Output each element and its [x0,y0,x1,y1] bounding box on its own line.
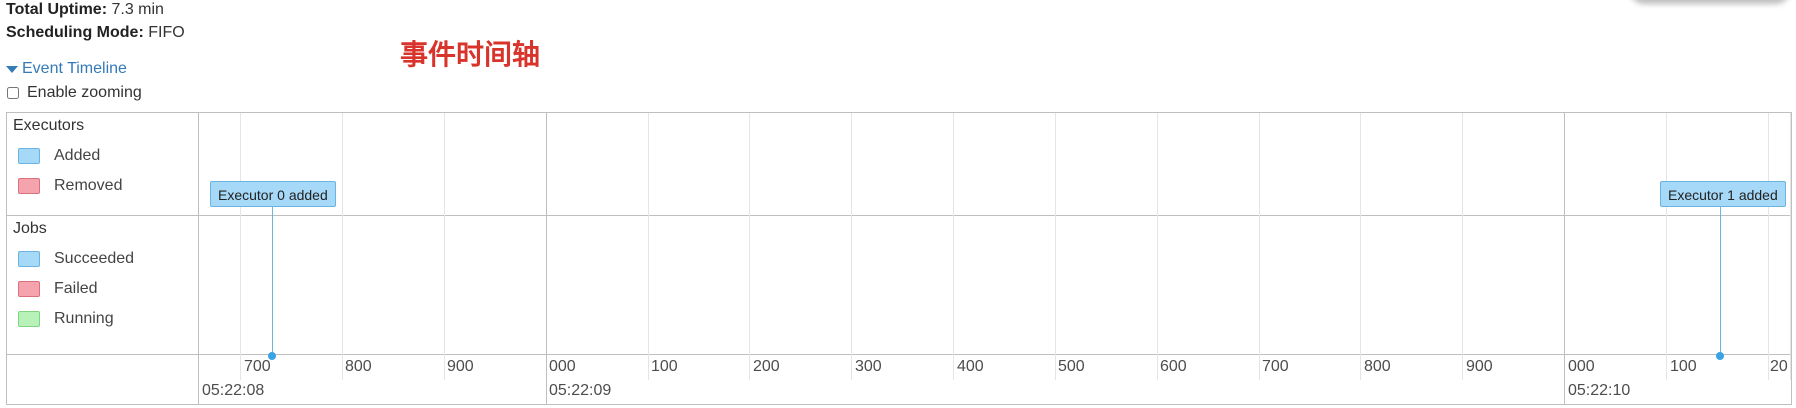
enable-zooming-row: Enable zooming [6,82,142,104]
minor-tick-label: 000 [1568,358,1595,375]
event-stem [272,207,273,356]
event-executor-1-added[interactable]: Executor 1 added [1660,181,1786,207]
minor-grid-line [1055,113,1056,380]
minor-grid-line [648,113,649,380]
scheduling-mode: Scheduling Mode: FIFO [6,23,185,43]
minor-tick-label: 300 [855,358,882,375]
enable-zooming-label: Enable zooming [27,84,142,101]
scheduling-value: FIFO [148,24,185,41]
legend-succeeded-label: Succeeded [54,250,135,267]
minor-tick-label: 100 [1670,358,1697,375]
scheduling-label: Scheduling Mode: [6,24,144,41]
legend-running-label: Running [54,310,114,327]
minor-grid-line [1259,113,1260,380]
minor-tick-label: 100 [651,358,678,375]
minor-grid-line [953,113,954,380]
minor-grid-line [1666,113,1667,380]
corner-shadow [1630,0,1790,4]
minor-tick-label: 800 [1364,358,1391,375]
event-stem [1720,207,1721,356]
group-divider [6,215,1792,216]
minor-tick-label: 700 [1262,358,1289,375]
major-grid-line [1564,113,1565,404]
uptime-value: 7.3 min [111,1,164,18]
minor-grid-line [1790,113,1791,380]
executors-group-title: Executors [13,117,85,134]
minor-grid-line [444,113,445,380]
annotation-label: 事件时间轴 [400,39,541,70]
legend-added-label: Added [54,147,101,164]
minor-tick-label: 700 [244,358,271,375]
event-marker [1716,352,1724,360]
jobs-group-title: Jobs [13,220,47,237]
minor-tick-label: 600 [1160,358,1187,375]
minor-grid-line [851,113,852,380]
minor-tick-label: 20 [1770,358,1788,375]
minor-grid-line [240,113,241,380]
minor-tick-label: 400 [957,358,984,375]
event-timeline-toggle[interactable]: Event Timeline [6,58,127,80]
legend-removed-label: Removed [54,177,123,194]
minor-tick-label: 900 [1466,358,1493,375]
minor-tick-label: 000 [549,358,576,375]
major-tick-label: 05:22:09 [549,382,612,399]
succeeded-swatch [18,251,40,267]
minor-grid-line [342,113,343,380]
label-column-divider [198,112,199,405]
added-swatch [18,148,40,164]
legend-failed-label: Failed [54,280,98,297]
removed-swatch [18,178,40,194]
timeline-container[interactable] [6,112,1792,405]
legend-added: Added [18,146,100,166]
uptime-label: Total Uptime: [6,1,108,18]
minor-grid-line [749,113,750,380]
major-tick-label: 05:22:08 [202,382,265,399]
running-swatch [18,311,40,327]
legend-failed: Failed [18,279,98,299]
minor-tick-label: 800 [345,358,372,375]
failed-swatch [18,281,40,297]
major-tick-label: 05:22:10 [1568,382,1631,399]
caret-down-icon [6,65,18,73]
legend-succeeded: Succeeded [18,249,134,269]
enable-zooming-checkbox[interactable] [7,87,19,99]
total-uptime: Total Uptime: 7.3 min [6,0,164,20]
minor-tick-label: 500 [1058,358,1085,375]
major-grid-line [546,113,547,404]
minor-grid-line [1768,113,1769,380]
event-executor-0-added[interactable]: Executor 0 added [210,181,336,207]
event-timeline-label: Event Timeline [22,60,127,77]
minor-grid-line [1462,113,1463,380]
minor-grid-line [1157,113,1158,380]
minor-tick-label: 200 [753,358,780,375]
legend-running: Running [18,309,114,329]
minor-tick-label: 900 [447,358,474,375]
event-marker [268,352,276,360]
minor-grid-line [1360,113,1361,380]
legend-removed: Removed [18,176,122,196]
axis-divider [6,354,1792,355]
